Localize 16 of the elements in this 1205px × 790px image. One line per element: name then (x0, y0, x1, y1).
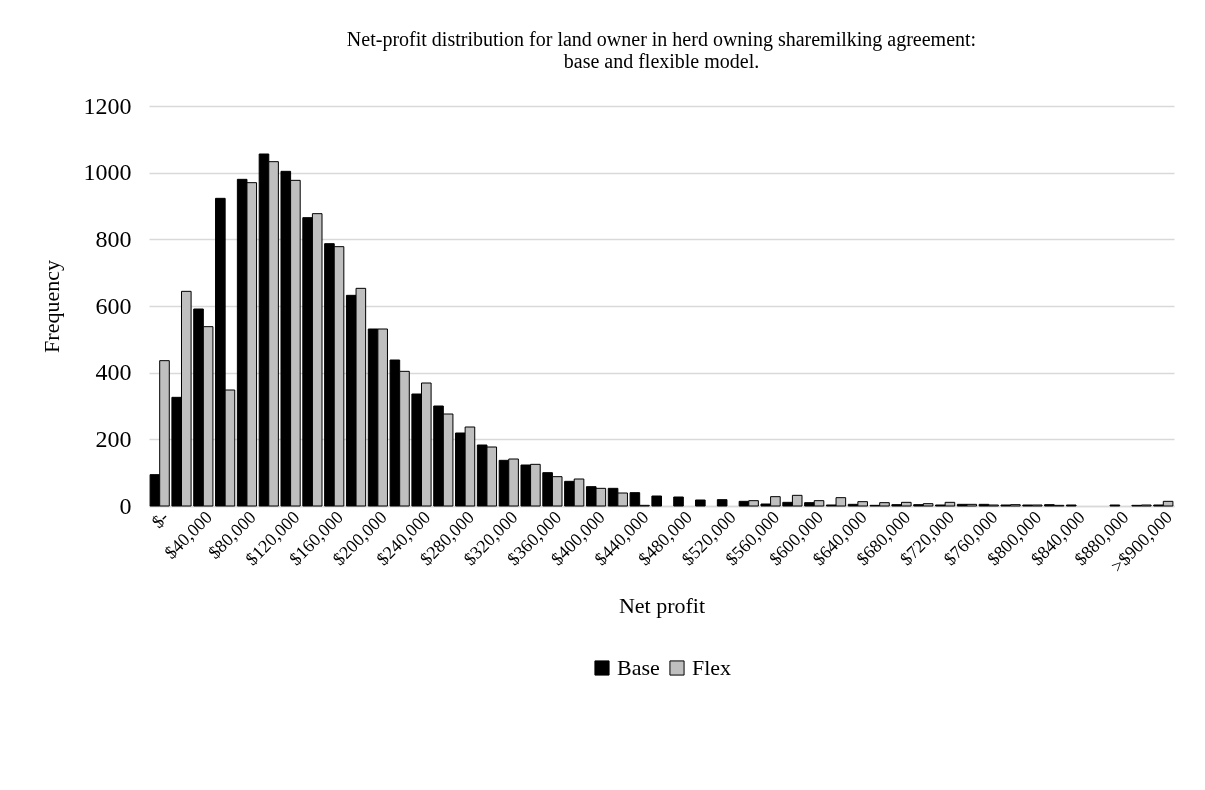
y-tick-label: 0 (119, 492, 132, 519)
y-tick-label: 200 (95, 425, 132, 452)
bar (673, 496, 684, 507)
y-tick-label: 600 (95, 292, 132, 319)
legend-label: Flex (692, 655, 732, 680)
y-tick-label: 1000 (83, 159, 132, 186)
x-tick-label: $- (147, 507, 173, 532)
legend-label: Base (617, 655, 660, 680)
y-tick-label: 1200 (83, 92, 132, 119)
y-axis-title: Frequency (38, 260, 64, 353)
chart-title: Net-profit distribution for land owner in herd owning sharemilking agreement: base and flexible model. (346, 28, 977, 72)
y-tick-label: 400 (95, 359, 132, 386)
y-tick-label: 800 (95, 225, 132, 252)
x-axis-title: Net profit (618, 593, 706, 619)
bar (716, 499, 728, 507)
bar (695, 499, 706, 507)
